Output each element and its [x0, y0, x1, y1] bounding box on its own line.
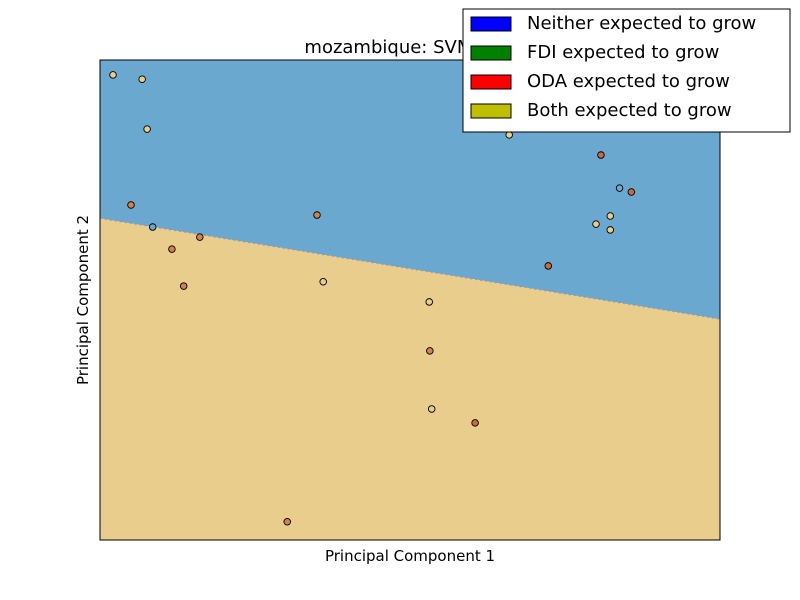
legend-item: FDI expected to grow	[470, 42, 719, 63]
legend-item: Both expected to grow	[470, 100, 732, 121]
data-point	[109, 71, 117, 79]
data-point	[597, 151, 605, 159]
data-point	[606, 212, 615, 220]
region-lower	[100, 218, 720, 540]
legend-swatch	[470, 16, 512, 32]
data-point	[319, 278, 327, 286]
data-point	[168, 245, 176, 253]
data-point	[283, 518, 291, 526]
plot-frame	[99, 59, 721, 541]
legend-swatch	[470, 74, 512, 90]
legend-label: Neither expected to grow	[527, 13, 756, 34]
data-point	[196, 233, 204, 241]
data-point	[627, 188, 636, 196]
data-point	[426, 347, 434, 355]
legend: Neither expected to grow FDI expected to …	[462, 8, 791, 133]
data-point	[544, 262, 553, 270]
legend-swatch	[470, 103, 512, 119]
data-point	[138, 75, 146, 83]
legend-item: ODA expected to grow	[470, 71, 730, 92]
legend-label: ODA expected to grow	[527, 71, 730, 92]
data-point	[313, 211, 321, 219]
data-point	[179, 282, 188, 290]
data-point	[606, 226, 615, 234]
data-point	[143, 125, 151, 133]
y-axis-label: Principal Component 2	[74, 215, 92, 385]
x-axis-label: Principal Component 1	[325, 547, 495, 565]
legend-swatch	[470, 45, 512, 61]
data-point	[425, 298, 433, 306]
legend-box	[462, 8, 791, 133]
data-point	[615, 184, 624, 192]
data-point	[505, 131, 513, 139]
data-point	[471, 419, 479, 427]
legend-label: FDI expected to grow	[527, 42, 719, 63]
legend-item: Neither expected to grow	[470, 13, 756, 34]
data-point	[127, 201, 135, 209]
data-point	[592, 220, 600, 228]
legend-label: Both expected to grow	[527, 100, 732, 121]
data-point	[148, 223, 157, 231]
data-point	[427, 405, 436, 413]
points-layer	[109, 71, 636, 526]
